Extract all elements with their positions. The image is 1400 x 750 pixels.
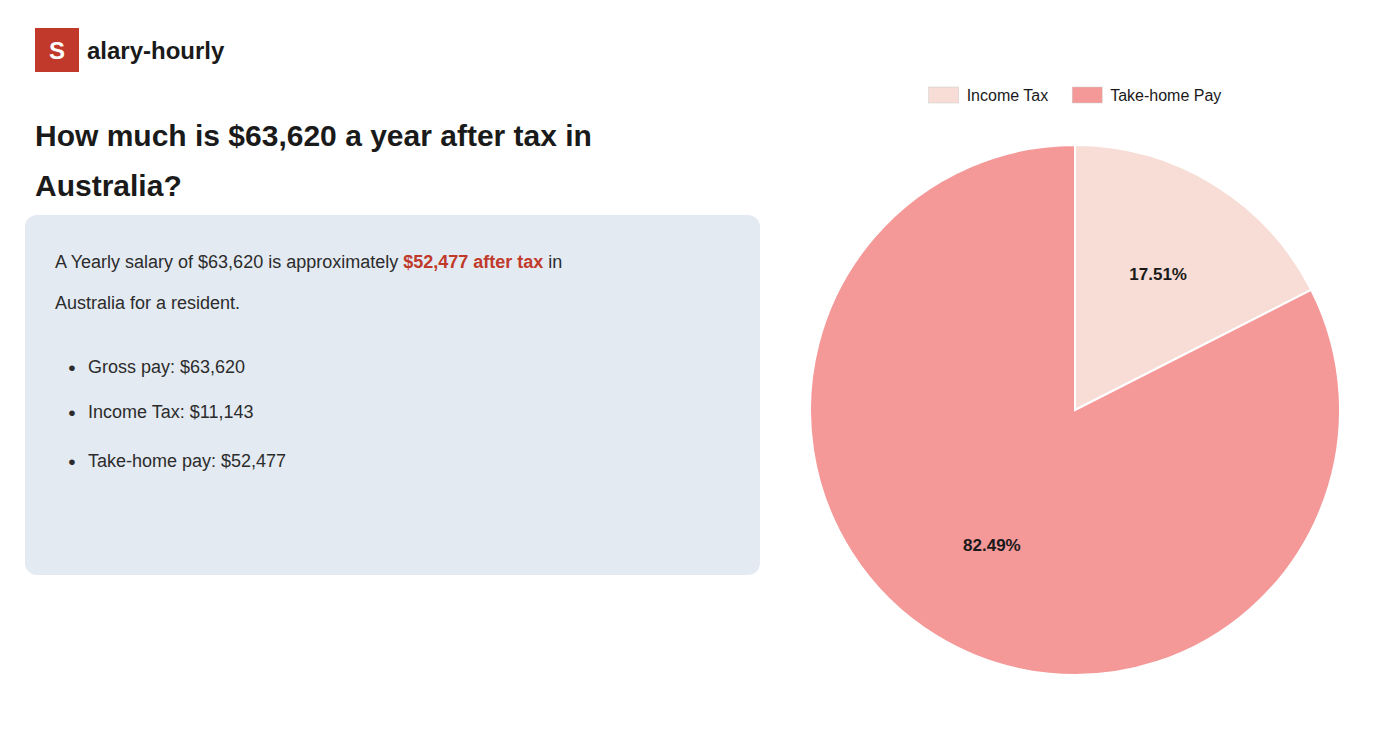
highlight-text: $52,477 after tax <box>403 252 543 272</box>
chart: Salary-hourly How much is $63,620 a year … <box>0 0 1400 750</box>
box-text: Australia for a resident. <box>55 293 240 313</box>
legend-swatch <box>1072 87 1102 103</box>
bullet: • <box>68 401 75 424</box>
bullet-text: Gross pay: $63,620 <box>88 357 245 377</box>
logo-letter: S <box>49 37 65 64</box>
box-text: A Yearly salary of $63,620 is approximat… <box>55 252 562 272</box>
title: How much is $63,620 a year after tax in <box>35 119 592 152</box>
legend-item: Income Tax <box>929 87 1049 104</box>
text-segment: in <box>543 252 562 272</box>
bullet-text: Take-home pay: $52,477 <box>88 451 286 471</box>
text-segment: Australia for a resident. <box>55 293 240 313</box>
bullet: • <box>68 356 75 379</box>
legend-label: Income Tax <box>967 87 1049 104</box>
legend-swatch <box>929 87 959 103</box>
bullet-text: Income Tax: $11,143 <box>88 402 253 422</box>
logo-text: alary-hourly <box>87 37 225 64</box>
data-label: 82.49% <box>963 536 1021 555</box>
legend-item: Take-home Pay <box>1072 87 1221 104</box>
pie: 17.51% 82.49% <box>810 145 1340 675</box>
legend-label: Take-home Pay <box>1110 87 1221 104</box>
pie-slice <box>810 145 1340 675</box>
info-box <box>25 215 760 575</box>
bullet: • <box>68 450 75 473</box>
logo: Salary-hourly <box>35 28 225 72</box>
title: Australia? <box>35 169 182 202</box>
text-segment: A Yearly salary of $63,620 is approximat… <box>55 252 403 272</box>
logo-box <box>35 28 79 72</box>
data-label: 17.51% <box>1129 265 1187 284</box>
legend: Income Tax Take-home Pay <box>929 87 1222 104</box>
